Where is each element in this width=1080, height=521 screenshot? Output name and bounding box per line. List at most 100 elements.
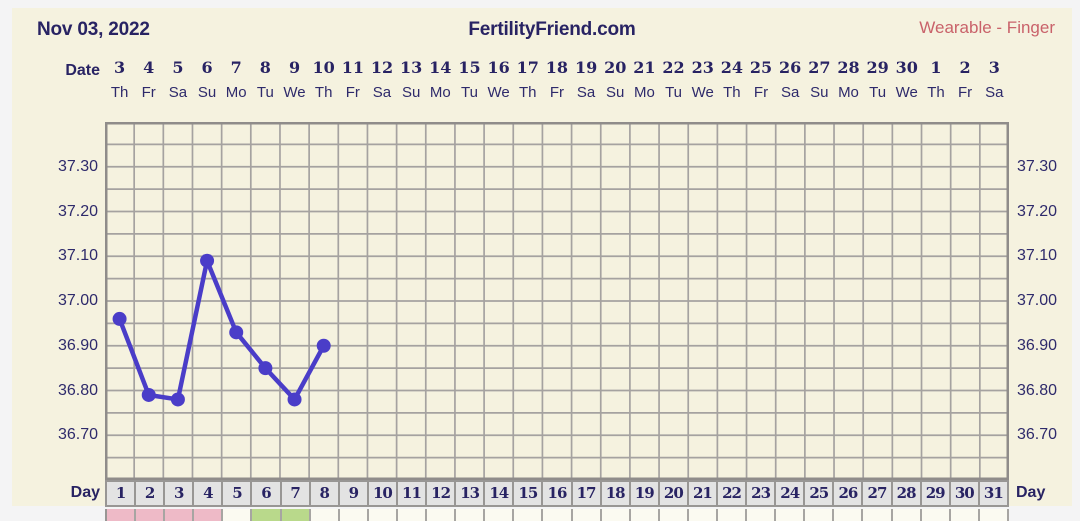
weekday-label: Mo (225, 84, 247, 101)
weekday-label: Tu (460, 84, 478, 101)
day-cell[interactable]: 30 (950, 482, 980, 505)
phase-marker-cell (194, 509, 224, 521)
weekday-label: Th (723, 84, 741, 101)
weekday-label: Mo (838, 84, 859, 101)
date-column: 26 Sa (776, 54, 805, 108)
weekday-label: Mo (429, 84, 451, 101)
temperature-point[interactable] (258, 361, 273, 376)
weekday-label: We (895, 84, 918, 101)
day-cell[interactable]: 9 (339, 482, 369, 505)
date-column: 24 Th (717, 54, 746, 108)
phase-marker-cell (776, 509, 806, 521)
phase-marker-cell (456, 509, 486, 521)
temperature-point[interactable] (287, 392, 302, 407)
temperature-tick-label: 36.80 (1017, 381, 1058, 399)
date-number: 15 (458, 58, 481, 77)
weekday-label: We (283, 84, 306, 101)
site-title[interactable]: FertilityFriend.com (468, 19, 636, 40)
day-cell[interactable]: 8 (310, 482, 340, 505)
day-cell[interactable]: 11 (397, 482, 428, 505)
day-cell[interactable]: 18 (601, 482, 631, 505)
date-axis-label: Date (65, 62, 100, 79)
day-cell[interactable]: 22 (717, 482, 748, 505)
day-cell[interactable]: 4 (194, 482, 224, 505)
day-cell[interactable]: 27 (863, 482, 893, 505)
date-number: 25 (749, 58, 773, 77)
day-cell[interactable]: 17 (572, 482, 602, 505)
day-cell[interactable]: 14 (485, 482, 515, 505)
weekday-label: Sa (576, 84, 596, 101)
date-number: 12 (370, 58, 394, 77)
phase-marker-cell (979, 509, 1009, 521)
day-cell[interactable]: 3 (165, 482, 195, 505)
day-cell[interactable]: 31 (979, 482, 1009, 505)
phase-marker-cell (339, 509, 369, 521)
temperature-point[interactable] (229, 325, 244, 340)
chart-panel: Nov 03, 2022 FertilityFriend.com Wearabl… (12, 8, 1072, 521)
day-cell[interactable]: 25 (805, 482, 835, 505)
day-cell[interactable]: 16 (543, 482, 573, 505)
day-cell[interactable]: 7 (281, 482, 311, 505)
phase-marker-cell (688, 509, 718, 521)
date-column: 25 Fr (746, 54, 775, 108)
phase-marker-cell (572, 509, 602, 521)
phase-marker-cell (281, 509, 311, 521)
phase-marker-cell (543, 509, 573, 521)
day-cell[interactable]: 20 (659, 482, 689, 505)
date-column: 9 We (280, 54, 309, 108)
temperature-tick-label: 36.80 (57, 381, 98, 399)
date-number: 10 (312, 58, 335, 77)
weekday-label: Sa (780, 84, 800, 101)
date-number: 13 (400, 58, 423, 77)
day-cell[interactable]: 19 (630, 482, 660, 505)
day-cell[interactable]: 21 (688, 482, 718, 505)
phase-marker-cell (165, 509, 195, 521)
temperature-point[interactable] (200, 253, 215, 268)
date-number: 11 (341, 58, 364, 77)
bbt-line-chart[interactable] (105, 122, 1009, 480)
date-number: 20 (604, 58, 627, 77)
day-cell[interactable]: 28 (892, 482, 922, 505)
temperature-point[interactable] (112, 311, 127, 326)
temperature-tick-label: 36.70 (57, 426, 98, 444)
date-number: 8 (259, 58, 271, 77)
date-number: 17 (516, 58, 539, 77)
day-cell[interactable]: 29 (921, 482, 951, 505)
day-cell[interactable]: 23 (747, 482, 777, 505)
temperature-point[interactable] (170, 392, 185, 407)
day-cell[interactable]: 2 (136, 482, 166, 505)
phase-marker-cell (223, 509, 253, 521)
day-cell[interactable]: 5 (223, 482, 253, 505)
date-number: 19 (574, 58, 598, 77)
date-column: 19 Sa (572, 54, 601, 108)
date-column: 17 Th (513, 54, 542, 108)
temperature-tick-label: 37.30 (1017, 157, 1058, 175)
date-column: 18 Fr (542, 54, 571, 108)
weekday-label: Fr (958, 84, 973, 101)
day-cell[interactable]: 12 (427, 482, 457, 505)
weekday-label: We (487, 84, 510, 101)
day-cell[interactable]: 15 (514, 482, 544, 505)
phase-marker-cell (310, 509, 340, 521)
phase-marker-cell (427, 509, 457, 521)
phase-marker-cell (252, 509, 282, 521)
date-number: 21 (633, 58, 656, 77)
date-column: 4 Fr (134, 54, 163, 108)
phase-marker-cell (136, 509, 166, 521)
phase-marker-cell (107, 509, 137, 521)
phase-marker-cell (659, 509, 689, 521)
phase-marker-cell (950, 509, 980, 521)
temperature-point[interactable] (316, 338, 331, 353)
date-column: 13 Su (397, 54, 426, 108)
day-cell[interactable]: 26 (834, 482, 864, 505)
day-cell[interactable]: 24 (776, 482, 806, 505)
weekday-label: Fr (345, 84, 360, 101)
date-number: 9 (288, 58, 301, 77)
temperature-point[interactable] (141, 387, 156, 402)
day-cell[interactable]: 6 (252, 482, 282, 505)
day-cell[interactable]: 13 (456, 482, 486, 505)
day-cell[interactable]: 1 (107, 482, 137, 505)
day-cell[interactable]: 10 (368, 482, 398, 505)
date-column: 5 Sa (163, 54, 192, 108)
date-column: 8 Tu (251, 54, 280, 108)
